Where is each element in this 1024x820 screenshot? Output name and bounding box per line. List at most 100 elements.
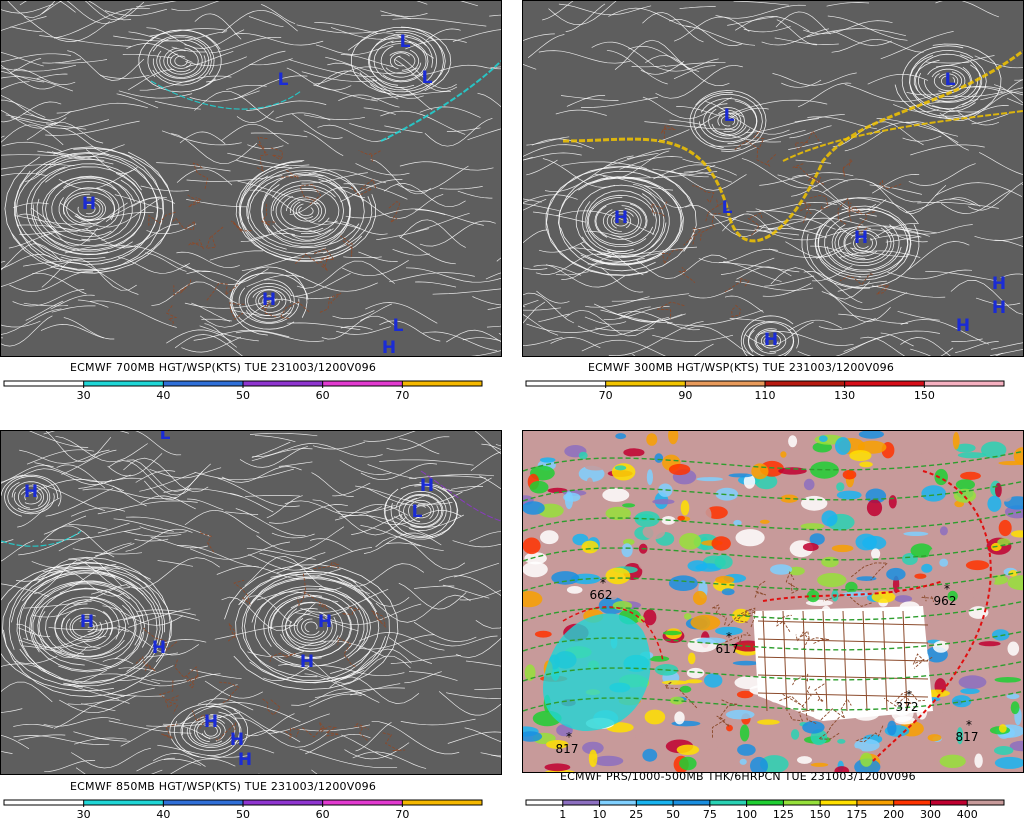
scale-swatch [930, 800, 967, 805]
pressure-center-label: 617 [716, 642, 739, 656]
low-pressure-marker: L [412, 502, 423, 522]
low-pressure-marker: L [422, 68, 433, 88]
scale-tick-label: 175 [846, 808, 867, 820]
scale-tick-label: 75 [703, 808, 717, 820]
scale-tick-label: 150 [914, 389, 935, 402]
pressure-center-label: 662 [590, 588, 613, 602]
high-pressure-marker: H [382, 338, 396, 357]
high-pressure-marker: H [82, 194, 96, 214]
scale-tick-label: 60 [316, 389, 330, 402]
high-pressure-marker: H [764, 330, 778, 350]
scale-tick-label: 50 [236, 389, 250, 402]
scale-tick-label: 60 [316, 808, 330, 820]
scale-tick-label: 300 [920, 808, 941, 820]
scale-tick-label: 50 [236, 808, 250, 820]
scale-tick-label: 125 [773, 808, 794, 820]
low-pressure-marker: L [722, 198, 733, 218]
high-pressure-marker: H [300, 652, 314, 672]
precip-pressure-field: 662*617*962*372*817*817* [523, 431, 1024, 773]
scale-swatch [4, 381, 84, 386]
scale-swatch [685, 381, 765, 386]
high-pressure-marker: H [238, 750, 252, 770]
scale-tick-label: 1 [559, 808, 566, 820]
scale-swatch [820, 800, 857, 805]
scale-tick-label: 30 [77, 808, 91, 820]
high-pressure-marker: H [318, 612, 332, 632]
panel-title-850mb: ECMWF 850MB HGT/WSP(KTS) TUE 231003/1200… [70, 780, 376, 793]
low-pressure-marker: L [393, 316, 404, 336]
scale-swatch [4, 800, 84, 805]
panel-title-700mb: ECMWF 700MB HGT/WSP(KTS) TUE 231003/1200… [70, 361, 376, 374]
pressure-center-marker: * [906, 688, 912, 702]
scale-swatch [894, 800, 931, 805]
scale-tick-label: 40 [156, 389, 170, 402]
scale-tick-label: 110 [755, 389, 776, 402]
scale-swatch [526, 800, 563, 805]
scale-tick-label: 25 [629, 808, 643, 820]
scale-tick-label: 70 [395, 389, 409, 402]
scale-swatch [845, 381, 925, 386]
scale-swatch [323, 800, 403, 805]
scale-tick-label: 50 [666, 808, 680, 820]
high-pressure-marker: H [956, 316, 970, 336]
scale-tick-label: 130 [834, 389, 855, 402]
pressure-center-marker: * [944, 582, 950, 596]
scale-swatch [243, 800, 323, 805]
scale-tick-label: 70 [395, 808, 409, 820]
panel-prs: 662*617*962*372*817*817* ECMWF PRS/1000-… [522, 430, 1024, 819]
scale-swatch [163, 800, 243, 805]
pressure-center-label: 372 [896, 700, 919, 714]
scale-swatch [84, 800, 164, 805]
scale-swatch [243, 381, 323, 386]
scale-swatch [600, 800, 637, 805]
high-pressure-marker: H [80, 612, 94, 632]
scale-swatch [783, 800, 820, 805]
scale-swatch [606, 381, 686, 386]
low-pressure-marker: L [945, 70, 956, 90]
high-pressure-marker: H [262, 290, 276, 310]
high-pressure-marker: H [992, 274, 1006, 294]
scale-swatch [526, 381, 606, 386]
panel-title-300mb: ECMWF 300MB HGT/WSP(KTS) TUE 231003/1200… [588, 361, 894, 374]
scale-swatch [163, 381, 243, 386]
scale-tick-label: 100 [736, 808, 757, 820]
scale-swatch [710, 800, 747, 805]
high-pressure-marker: H [230, 730, 244, 750]
scale-swatch [402, 381, 482, 386]
scale-tick-label: 90 [678, 389, 692, 402]
scale-tick-label: 40 [156, 808, 170, 820]
high-pressure-marker: H [992, 298, 1006, 318]
scale-tick-label: 10 [593, 808, 607, 820]
scale-swatch [747, 800, 784, 805]
scale-swatch [967, 800, 1004, 805]
panel-title-prs: ECMWF PRS/1000-500MB THK/6HRPCN TUE 2310… [560, 770, 916, 783]
pressure-center-marker: * [726, 630, 732, 644]
pressure-center-label: 817 [556, 742, 579, 756]
pressure-center-marker: * [600, 576, 606, 590]
scale-swatch [323, 381, 403, 386]
scale-tick-label: 30 [77, 389, 91, 402]
map-prs: 662*617*962*372*817*817* [522, 430, 1024, 773]
scale-swatch [765, 381, 845, 386]
scale-tick-label: 400 [957, 808, 978, 820]
low-pressure-marker: L [278, 70, 289, 90]
scale-swatch [563, 800, 600, 805]
high-pressure-marker: H [420, 476, 434, 496]
low-pressure-marker: L [400, 32, 411, 52]
pressure-center-marker: * [966, 718, 972, 732]
high-pressure-marker: H [24, 482, 38, 502]
high-pressure-marker: H [152, 638, 166, 658]
scale-swatch [636, 800, 673, 805]
pressure-center-label: 962 [934, 594, 957, 608]
